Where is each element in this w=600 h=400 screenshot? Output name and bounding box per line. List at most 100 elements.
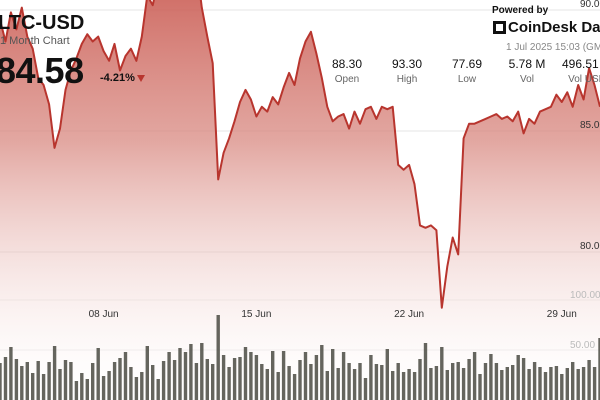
volume-bar bbox=[592, 367, 597, 400]
volume-tick-label: 50.00 bbox=[570, 340, 595, 351]
volume-bar bbox=[352, 369, 357, 400]
stat-label: Vol USD bbox=[568, 74, 600, 85]
volume-bar bbox=[500, 370, 504, 400]
down-triangle-icon bbox=[137, 75, 145, 82]
powered-by-label: Powered by bbox=[492, 5, 549, 16]
volume-bar bbox=[478, 374, 482, 400]
volume-bar bbox=[161, 361, 166, 400]
volume-bar bbox=[74, 381, 79, 400]
volume-bar bbox=[380, 365, 384, 400]
volume-bar bbox=[172, 360, 177, 400]
volume-bar bbox=[581, 367, 586, 400]
stat-high: 93.30 High bbox=[375, 57, 439, 85]
volume-bar bbox=[571, 362, 575, 400]
volume-bar bbox=[216, 315, 220, 400]
volume-bar bbox=[249, 352, 253, 400]
stat-label: High bbox=[396, 74, 418, 85]
stat-label: Open bbox=[334, 74, 360, 85]
stat-value: 496.51 M bbox=[561, 57, 600, 71]
volume-bar bbox=[325, 371, 329, 400]
stat-label: Vol bbox=[520, 74, 534, 85]
current-price: 84.58 bbox=[0, 50, 84, 91]
volume-bar bbox=[472, 352, 477, 400]
volume-bar bbox=[167, 352, 171, 400]
volume-bar bbox=[391, 371, 395, 400]
ticker-symbol: LTC-USD bbox=[0, 12, 85, 34]
volume-bar bbox=[260, 364, 264, 400]
volume-bar bbox=[489, 354, 493, 400]
volume-bar bbox=[451, 363, 455, 400]
volume-bar bbox=[9, 347, 13, 400]
volume-bar bbox=[483, 363, 488, 400]
chart-period: 1 Month Chart bbox=[0, 35, 70, 47]
volume-bar bbox=[118, 358, 122, 400]
volume-bar bbox=[347, 363, 351, 400]
stat-label: Low bbox=[457, 74, 477, 85]
volume-bar bbox=[227, 367, 231, 400]
volume-bar bbox=[287, 366, 291, 400]
volume-bar bbox=[396, 363, 400, 400]
volume-bar bbox=[194, 363, 199, 400]
volume-bar bbox=[205, 359, 209, 400]
stat-value: 88.30 bbox=[331, 57, 363, 71]
volume-bar bbox=[440, 347, 444, 400]
volume-bar bbox=[423, 343, 428, 400]
volume-bar bbox=[576, 369, 580, 400]
volume-bar bbox=[221, 355, 226, 400]
volume-bar bbox=[58, 369, 62, 400]
volume-bar bbox=[129, 367, 133, 400]
volume-bar bbox=[336, 368, 340, 400]
volume-bar bbox=[303, 352, 308, 400]
stat-open: 88.30 Open bbox=[315, 57, 379, 85]
volume-bar bbox=[456, 362, 460, 400]
volume-bar bbox=[314, 355, 319, 400]
volume-bar bbox=[96, 348, 100, 400]
stat-low: 77.69 Low bbox=[435, 57, 499, 85]
volume-bar bbox=[145, 346, 149, 400]
volume-bar bbox=[112, 362, 117, 400]
timestamp: 1 Jul 2025 15:03 (GMT) bbox=[506, 42, 600, 53]
volume-bar bbox=[511, 365, 515, 400]
volume-bar bbox=[80, 373, 84, 400]
volume-bar bbox=[538, 367, 542, 400]
volume-bar bbox=[47, 362, 51, 400]
volume-bar bbox=[271, 351, 275, 400]
volume-bar bbox=[243, 347, 248, 400]
volume-bar bbox=[123, 352, 128, 400]
volume-bar bbox=[151, 365, 155, 400]
volume-bar bbox=[331, 349, 335, 400]
volume-bar bbox=[369, 355, 373, 400]
brand-name: CoinDesk Data bbox=[508, 19, 600, 36]
coindesk-logo-icon bbox=[493, 21, 506, 34]
volume-bar bbox=[358, 363, 362, 400]
price-tick-label: 85.00 bbox=[580, 120, 600, 131]
volume-bar bbox=[281, 351, 286, 400]
volume-bar bbox=[320, 345, 324, 400]
volume-bar bbox=[461, 368, 466, 400]
volume-bar bbox=[298, 360, 302, 400]
volume-bar bbox=[14, 359, 19, 400]
date-tick-label: 29 Jun bbox=[547, 309, 577, 320]
volume-bar bbox=[587, 360, 591, 400]
volume-bar bbox=[292, 374, 297, 400]
date-tick-label: 22 Jun bbox=[394, 309, 424, 320]
volume-bar bbox=[429, 368, 433, 400]
volume-bar bbox=[341, 352, 346, 400]
volume-bar bbox=[85, 379, 89, 400]
volume-bar bbox=[200, 343, 204, 400]
volume-bar bbox=[254, 355, 259, 400]
volume-bar bbox=[276, 372, 280, 400]
volume-bar bbox=[36, 361, 40, 400]
stat-value: 93.30 bbox=[391, 57, 423, 71]
volume-bar bbox=[527, 369, 531, 400]
volume-bar bbox=[183, 352, 188, 400]
volume-bar bbox=[565, 368, 569, 400]
stat-value: 5.78 M bbox=[508, 57, 546, 71]
volume-bar bbox=[554, 366, 559, 400]
volume-bar bbox=[598, 338, 600, 400]
volume-bar bbox=[41, 374, 46, 400]
volume-bar bbox=[232, 358, 237, 400]
volume-bar bbox=[505, 367, 509, 400]
volume-bar bbox=[543, 372, 548, 400]
volume-tick-label: 100.00 bbox=[570, 290, 600, 301]
